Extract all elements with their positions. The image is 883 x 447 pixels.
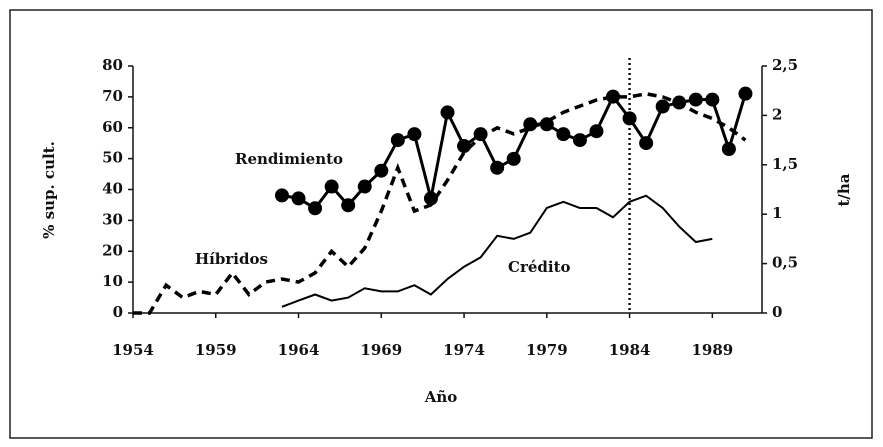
x-tick-label: 1974 [443,341,485,359]
series-marker [556,127,571,142]
y-axis-label: % sup. cult. [40,141,58,239]
series-marker [672,95,687,110]
series-marker [274,188,289,203]
y-tick-label: 60 [102,118,123,136]
series-marker [407,127,422,142]
series-label: Rendimiento [235,150,343,168]
series-marker [341,198,356,213]
series-marker [705,92,720,107]
series-marker [539,117,554,132]
y2-tick-label: 2 [772,105,782,123]
series-marker [506,151,521,166]
x-axis-label: Año [424,388,458,406]
x-tick-label: 1959 [195,341,237,359]
series-marker [324,179,339,194]
x-tick-label: 1954 [112,341,154,359]
y2-tick-label: 2,5 [772,56,798,74]
x-tick-label: 1969 [360,341,402,359]
series-line [133,92,747,315]
series-line [281,93,747,211]
y-tick-label: 20 [102,241,123,259]
frame [9,9,873,439]
y-tick-label: 0 [113,303,123,321]
y-tick-label: 30 [102,210,123,228]
series-marker [639,136,654,151]
series-marker [291,191,306,206]
series-label: Crédito [508,258,571,276]
series-marker [440,105,455,120]
x-tick-label: 1979 [526,341,568,359]
series-marker [490,160,505,175]
series-marker [390,133,405,148]
x-tick-label: 1984 [609,341,651,359]
y-tick-label: 40 [102,180,123,198]
series-marker [374,163,389,178]
series-marker [655,99,670,114]
series-marker [688,92,703,107]
series-marker [473,127,488,142]
series-marker [622,111,637,126]
series-marker [523,117,538,132]
y2-tick-label: 1 [772,204,782,222]
y-tick-label: 50 [102,149,123,167]
x-tick-label: 1964 [278,341,320,359]
y2-tick-label: 1,5 [772,155,798,173]
series-marker [457,139,472,154]
series-marker [423,191,438,206]
series-marker [589,124,604,139]
series-marker [308,201,323,216]
series-label: Híbridos [195,250,268,268]
series-marker [572,133,587,148]
series-marker [738,86,753,101]
series-marker [606,89,621,104]
y2-tick-label: 0,5 [772,254,798,272]
y2-tick-label: 0 [772,303,782,321]
y2-axis-label: t/ha [835,173,853,206]
y-tick-label: 70 [102,87,123,105]
x-tick-label: 1989 [691,341,733,359]
y-tick-label: 80 [102,56,123,74]
series-marker [357,179,372,194]
y-tick-label: 10 [102,272,123,290]
series-marker [721,141,736,156]
series-line [281,194,713,308]
